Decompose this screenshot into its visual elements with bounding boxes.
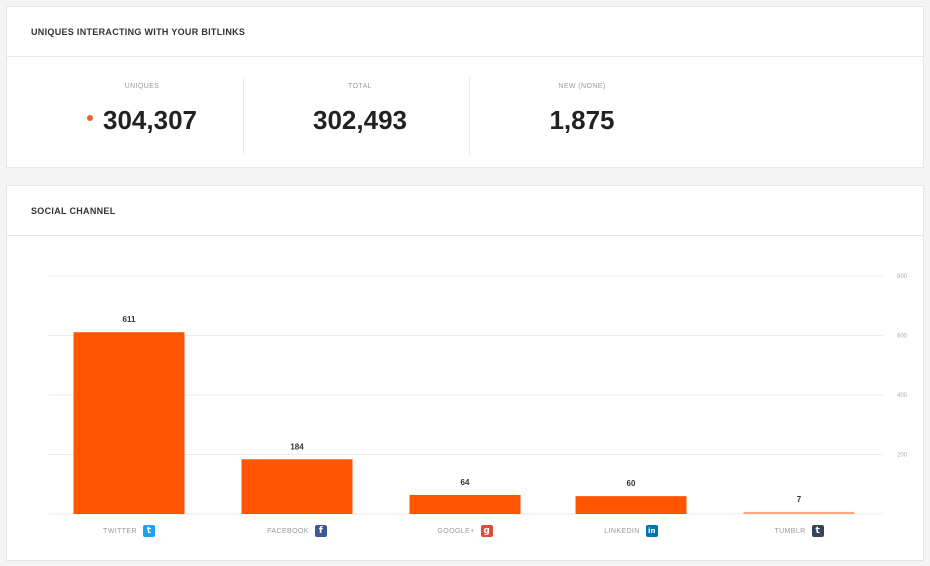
uniques-panel-header: UNIQUES INTERACTING WITH YOUR BITLINKS — [7, 7, 923, 57]
stat-new-value: 1,875 — [549, 105, 615, 135]
y-tick-label: 400 — [897, 393, 908, 399]
y-tick-label: 800 — [897, 274, 908, 280]
x-tick-label-text: GOOGLE+ — [437, 527, 475, 535]
x-tick-label-facebook: FACEBOOK f — [217, 525, 377, 537]
x-tick-label-text: TUMBLR — [774, 527, 806, 535]
twitter-icon: t — [142, 525, 155, 537]
x-axis-labels: TWITTER t FACEBOOK f GOOGLE+ g LINKEDIN in TUMBL… — [7, 525, 925, 545]
series-dot-icon — [87, 115, 93, 122]
social-panel-title: SOCIAL CHANNEL — [31, 205, 116, 216]
stat-new-label: NEW (NONE) — [558, 83, 606, 90]
bar-value-label: 611 — [123, 315, 136, 324]
bar-google[interactable] — [409, 494, 521, 514]
stat-uniques-value: 304,307 — [103, 105, 197, 135]
bar-value-label: 64 — [461, 478, 470, 487]
x-tick-label-twitter: TWITTER t — [49, 525, 209, 537]
x-tick-label-text: FACEBOOK — [267, 527, 309, 535]
bar-facebook[interactable] — [241, 459, 353, 514]
stat-total[interactable]: TOTAL 302,493 — [265, 57, 455, 167]
stat-uniques-value-row: 304,307 — [47, 105, 237, 136]
stat-total-value: 302,493 — [313, 105, 407, 135]
x-tick-label-google: GOOGLE+ g — [385, 525, 545, 537]
bar-value-label: 7 — [797, 495, 802, 504]
social-channel-panel: SOCIAL CHANNEL 200 400 600 800 611 184 64 60 7 T… — [6, 185, 924, 561]
stat-divider — [243, 77, 244, 155]
stat-new[interactable]: NEW (NONE) 1,875 — [487, 57, 677, 167]
tumblr-icon: t — [811, 525, 824, 537]
uniques-stats: UNIQUES 304,307 TOTAL 302,493 NEW (NONE)… — [7, 57, 923, 167]
social-panel-header: SOCIAL CHANNEL — [7, 186, 923, 236]
stat-total-label: TOTAL — [348, 83, 372, 90]
bar-linkedin[interactable] — [575, 496, 687, 514]
y-tick-label: 200 — [897, 453, 908, 459]
bar-twitter[interactable] — [73, 332, 185, 514]
google-plus-icon: g — [480, 525, 493, 537]
bar-value-label: 184 — [290, 442, 304, 451]
linkedin-icon: in — [645, 525, 658, 537]
stat-divider — [469, 77, 470, 155]
x-tick-label-text: TWITTER — [103, 527, 137, 535]
uniques-panel-title: UNIQUES INTERACTING WITH YOUR BITLINKS — [31, 26, 246, 37]
y-tick-label: 600 — [897, 334, 908, 340]
stat-uniques[interactable]: UNIQUES 304,307 — [47, 57, 237, 167]
x-tick-label-linkedin: LINKEDIN in — [551, 525, 711, 537]
uniques-panel: UNIQUES INTERACTING WITH YOUR BITLINKS U… — [6, 6, 924, 168]
x-tick-label-tumblr: TUMBLR t — [719, 525, 879, 537]
bar-tumblr[interactable] — [743, 511, 855, 514]
facebook-icon: f — [314, 525, 327, 537]
x-tick-label-text: LINKEDIN — [604, 527, 640, 535]
bar-value-label: 60 — [627, 479, 636, 488]
social-channel-chart: 200 400 600 800 611 184 64 60 7 — [47, 274, 908, 515]
stat-uniques-label: UNIQUES — [124, 83, 160, 90]
